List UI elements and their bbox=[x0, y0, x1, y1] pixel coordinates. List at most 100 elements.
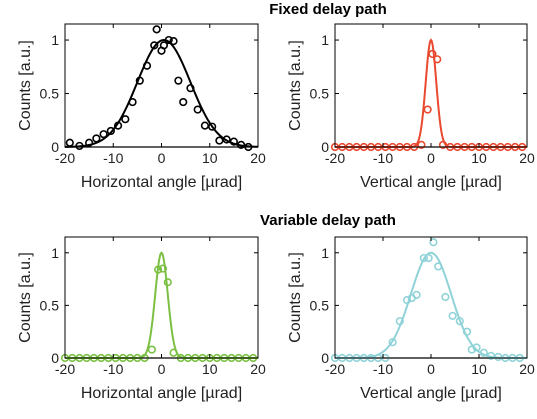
x-tick-label: -10 bbox=[373, 150, 393, 166]
data-point bbox=[135, 76, 144, 85]
x-tick-label: 10 bbox=[202, 361, 218, 377]
data-point bbox=[429, 238, 438, 247]
data-point bbox=[154, 265, 163, 274]
y-tick-label: 0 bbox=[321, 350, 329, 366]
y-tick-label: 0.5 bbox=[310, 297, 330, 313]
data-point bbox=[412, 290, 421, 299]
y-tick-label: 0 bbox=[51, 139, 59, 155]
y-axis-label: Counts [a.u.] bbox=[17, 252, 34, 343]
y-tick-label: 0.5 bbox=[310, 86, 330, 102]
x-tick-label: -20 bbox=[325, 150, 345, 166]
data-point bbox=[438, 140, 448, 149]
data-point bbox=[179, 97, 188, 107]
y-axis-label: Counts [a.u.] bbox=[17, 40, 34, 131]
fit-curve bbox=[64, 39, 259, 148]
data-point bbox=[222, 135, 231, 144]
y-tick-label: 1 bbox=[321, 32, 329, 48]
data-point bbox=[229, 137, 238, 146]
chart-panel-4: -20 -10 0 10 20 0 0.5 1 Vertical angle [µrad] Cou… bbox=[287, 236, 535, 402]
data-point bbox=[75, 141, 84, 151]
data-point bbox=[128, 97, 137, 107]
data-point bbox=[85, 138, 94, 147]
data-point bbox=[433, 55, 442, 64]
data-point bbox=[92, 134, 101, 143]
data-point bbox=[65, 138, 74, 147]
x-tick-label: 20 bbox=[250, 361, 266, 377]
x-axis-label: Horizontal angle [µrad] bbox=[81, 174, 242, 191]
y-tick-label: 1 bbox=[321, 245, 329, 261]
x-tick-label: 0 bbox=[158, 361, 166, 377]
x-tick-label: 10 bbox=[471, 150, 487, 166]
y-tick-label: 0.5 bbox=[40, 297, 60, 313]
x-axis-label: Horizontal angle [µrad] bbox=[81, 385, 242, 402]
data-point bbox=[419, 253, 428, 263]
data-point bbox=[388, 338, 397, 347]
data-point bbox=[193, 105, 202, 114]
data-point bbox=[163, 278, 172, 287]
data-point bbox=[428, 49, 437, 59]
x-tick-label: 10 bbox=[202, 150, 218, 166]
data-point bbox=[169, 348, 178, 357]
data-point bbox=[174, 76, 183, 85]
data-point bbox=[448, 311, 457, 321]
x-tick-label: -20 bbox=[55, 150, 75, 166]
x-tick-label: 0 bbox=[427, 150, 435, 166]
data-point bbox=[462, 327, 472, 336]
data-point bbox=[215, 136, 224, 145]
data-point bbox=[186, 84, 195, 93]
data-point bbox=[424, 253, 433, 263]
chart-panel-3: -20 -10 0 10 20 0 0.5 1 Horizontal angle [µrad] C… bbox=[17, 236, 266, 402]
data-point bbox=[402, 296, 412, 305]
data-point bbox=[169, 37, 178, 46]
data-point bbox=[434, 262, 443, 271]
x-tick-label: -10 bbox=[103, 150, 123, 166]
data-point bbox=[455, 317, 464, 326]
x-tick-label: 10 bbox=[471, 361, 487, 377]
data-point bbox=[417, 140, 426, 149]
y-tick-label: 0 bbox=[51, 350, 59, 366]
y-axis-label: Counts [a.u.] bbox=[287, 252, 304, 343]
y-tick-label: 0 bbox=[321, 139, 329, 155]
data-point bbox=[423, 105, 432, 114]
x-tick-label: -10 bbox=[103, 361, 123, 377]
data-point bbox=[208, 122, 217, 131]
x-tick-label: 0 bbox=[427, 361, 435, 377]
data-point bbox=[164, 35, 173, 45]
data-point bbox=[395, 317, 404, 326]
data-point bbox=[147, 345, 156, 354]
x-tick-label: 20 bbox=[519, 150, 535, 166]
data-point bbox=[121, 115, 130, 124]
axes-box bbox=[334, 23, 528, 148]
data-point bbox=[467, 345, 476, 354]
data-point bbox=[158, 264, 168, 273]
data-point bbox=[152, 25, 161, 34]
data-point bbox=[150, 41, 159, 50]
data-point bbox=[441, 292, 450, 302]
y-axis-label: Counts [a.u.] bbox=[287, 40, 304, 131]
data-point bbox=[159, 41, 169, 50]
fixed-delay-title: Fixed delay path bbox=[269, 1, 387, 18]
y-tick-label: 0.5 bbox=[40, 86, 60, 102]
x-tick-label: 0 bbox=[158, 150, 166, 166]
chart-panel-1: -20 -10 0 10 20 0 0.5 1 Horizontal angle [µrad] C… bbox=[17, 23, 266, 191]
x-tick-label: -10 bbox=[373, 361, 393, 377]
variable-delay-title: Variable delay path bbox=[260, 212, 396, 229]
x-axis-label: Vertical angle [µrad] bbox=[360, 174, 502, 191]
data-point bbox=[472, 343, 481, 352]
x-tick-label: -20 bbox=[325, 361, 345, 377]
y-tick-label: 1 bbox=[51, 32, 59, 48]
data-point bbox=[99, 130, 108, 139]
data-point bbox=[113, 121, 123, 130]
chart-panel-2: -20 -10 0 10 20 0 0.5 1 Vertical angle [µrad] Cou… bbox=[287, 23, 535, 191]
axes-box bbox=[64, 236, 259, 359]
x-tick-label: 20 bbox=[519, 361, 535, 377]
data-point bbox=[479, 348, 488, 357]
x-axis-label: Vertical angle [µrad] bbox=[360, 385, 502, 402]
data-point bbox=[106, 126, 115, 136]
data-point bbox=[237, 140, 246, 149]
fit-curve bbox=[335, 251, 527, 359]
x-tick-label: 20 bbox=[250, 150, 266, 166]
data-point bbox=[142, 61, 152, 70]
